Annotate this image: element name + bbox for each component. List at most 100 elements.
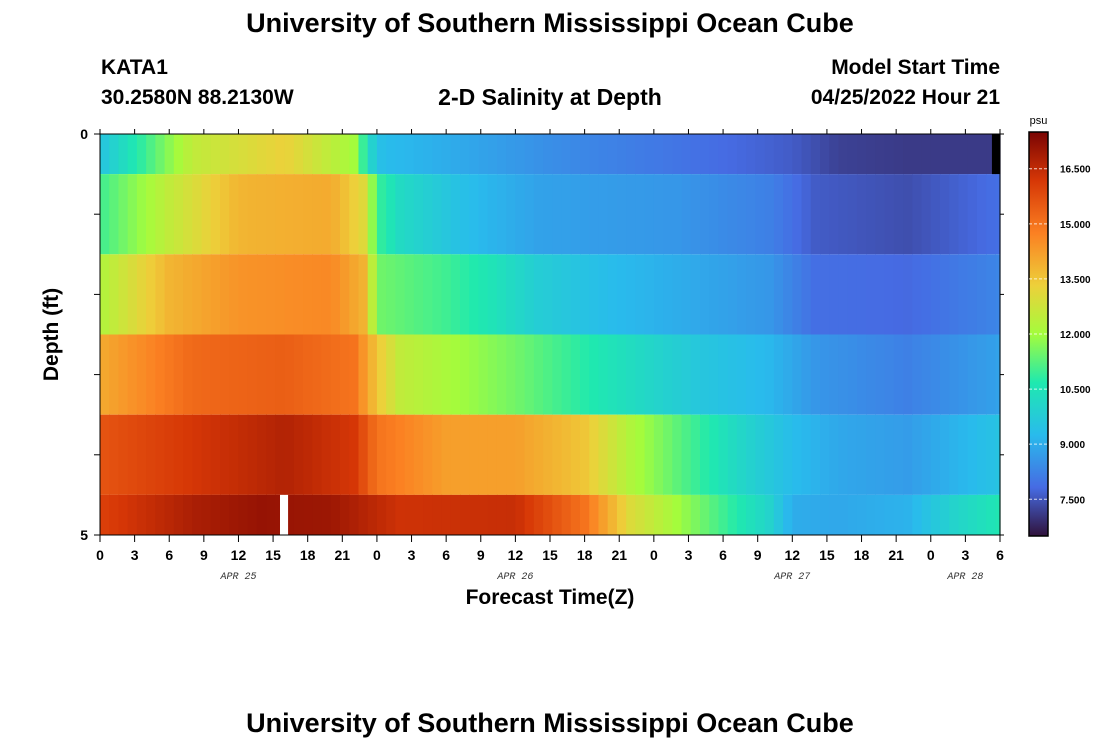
heatmap-cell xyxy=(801,254,812,335)
heatmap-cell xyxy=(570,174,581,255)
heatmap-cell xyxy=(856,254,867,335)
heatmap-cell xyxy=(764,174,775,255)
x-tick-label: 0 xyxy=(373,547,381,563)
x-tick-label: 6 xyxy=(996,547,1004,563)
heatmap-cell xyxy=(672,174,683,255)
heatmap-cell xyxy=(543,174,553,255)
heatmap-cell xyxy=(967,414,978,495)
heatmap-cell xyxy=(976,134,987,175)
heatmap-cell xyxy=(663,414,673,495)
heatmap-cell xyxy=(321,334,332,415)
heatmap-cell xyxy=(109,254,120,335)
heatmap-cell xyxy=(220,174,230,255)
heatmap-cell xyxy=(884,174,895,255)
heatmap-cell xyxy=(801,174,812,255)
heatmap-cell xyxy=(256,134,267,175)
heatmap-cell xyxy=(487,494,498,535)
heatmap-cell xyxy=(201,494,212,535)
heatmap-cell xyxy=(460,254,470,335)
heatmap-cell xyxy=(164,414,175,495)
x-tick-label: 0 xyxy=(927,547,935,563)
heatmap-cell xyxy=(460,174,470,255)
heatmap-cell xyxy=(100,254,110,335)
x-tick-label: 3 xyxy=(961,547,969,563)
heatmap-cell xyxy=(940,174,950,255)
heatmap-cell xyxy=(635,414,646,495)
heatmap-cell xyxy=(598,494,609,535)
heatmap-cell xyxy=(284,174,295,255)
heatmap-cell xyxy=(229,254,240,335)
heatmap-cell xyxy=(386,254,396,335)
date-label: APR 26 xyxy=(496,572,533,583)
heatmap-cell xyxy=(561,174,572,255)
heatmap-cell xyxy=(441,494,452,535)
heatmap-cell xyxy=(903,134,913,175)
heatmap-cell xyxy=(321,254,332,335)
x-tick-label: 21 xyxy=(335,547,351,563)
heatmap-cell xyxy=(192,254,203,335)
heatmap-cell xyxy=(958,494,969,535)
heatmap-cell xyxy=(672,494,683,535)
heatmap-cell xyxy=(930,414,941,495)
heatmap-cell xyxy=(496,254,507,335)
x-tick-label: 18 xyxy=(300,547,316,563)
heatmap-cell xyxy=(330,494,341,535)
heatmap-cell xyxy=(487,254,498,335)
heatmap-cell xyxy=(709,414,720,495)
heatmap-cell xyxy=(718,174,729,255)
heatmap-cell xyxy=(450,134,461,175)
heatmap-cell xyxy=(450,254,461,335)
heatmap-cell xyxy=(173,494,184,535)
heatmap-cell xyxy=(967,254,978,335)
heatmap-cell xyxy=(506,494,516,535)
x-tick-label: 9 xyxy=(200,547,208,563)
heatmap-cell xyxy=(238,414,249,495)
heatmap-cell xyxy=(801,414,812,495)
heatmap-cell xyxy=(220,254,230,335)
heatmap-cell xyxy=(303,494,313,535)
colorbar-tick-label: 9.000 xyxy=(1060,440,1085,451)
heatmap-cell xyxy=(746,134,756,175)
heatmap-cell xyxy=(893,414,904,495)
heatmap-cell xyxy=(580,414,590,495)
heatmap-cell xyxy=(220,494,230,535)
heatmap-cell xyxy=(626,494,636,535)
heatmap-cell xyxy=(838,174,849,255)
heatmap-cell xyxy=(912,254,923,335)
heatmap-cell xyxy=(949,254,960,335)
heatmap-cell xyxy=(118,254,129,335)
heatmap-cell xyxy=(127,134,138,175)
heatmap-cell xyxy=(773,494,784,535)
heatmap-cell xyxy=(866,254,876,335)
heatmap-cell xyxy=(266,174,276,255)
heatmap-cell xyxy=(764,334,775,415)
heatmap-cell xyxy=(820,174,830,255)
heatmap-cell xyxy=(626,134,636,175)
heatmap-cell-dark xyxy=(991,134,1000,175)
heatmap-cell xyxy=(561,134,572,175)
heatmap-cell xyxy=(912,414,923,495)
heatmap-cell xyxy=(783,494,793,535)
heatmap-cell xyxy=(866,134,876,175)
heatmap-cell xyxy=(487,334,498,415)
heatmap-cell xyxy=(395,134,406,175)
x-tick-label: 3 xyxy=(131,547,139,563)
colorbar-tick-label: 7.500 xyxy=(1060,495,1085,506)
heatmap-cell xyxy=(589,494,600,535)
heatmap-cell xyxy=(210,414,221,495)
heatmap-cell xyxy=(690,494,701,535)
heatmap-cell xyxy=(340,494,350,535)
heatmap-cell xyxy=(635,254,646,335)
heatmap-cell xyxy=(607,334,618,415)
heatmap-cell xyxy=(155,414,166,495)
heatmap-cell xyxy=(903,494,913,535)
heatmap-cell xyxy=(118,134,129,175)
heatmap-cell xyxy=(700,134,710,175)
heatmap-cell xyxy=(432,254,443,335)
page-title: University of Southern Mississippi Ocean… xyxy=(246,8,854,38)
heatmap-cell xyxy=(847,494,858,535)
heatmap-cell xyxy=(441,414,452,495)
heatmap-cell xyxy=(561,414,572,495)
heatmap-cell xyxy=(533,414,544,495)
heatmap-cell xyxy=(958,334,969,415)
